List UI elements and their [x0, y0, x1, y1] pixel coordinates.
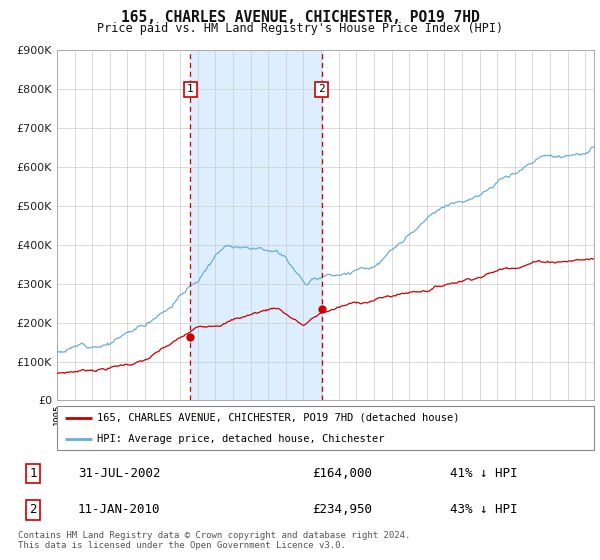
Text: 31-JUL-2002: 31-JUL-2002: [78, 467, 161, 480]
Text: HPI: Average price, detached house, Chichester: HPI: Average price, detached house, Chic…: [97, 434, 385, 444]
Text: 2: 2: [29, 503, 37, 516]
Text: 165, CHARLES AVENUE, CHICHESTER, PO19 7HD (detached house): 165, CHARLES AVENUE, CHICHESTER, PO19 7H…: [97, 413, 460, 423]
Text: 11-JAN-2010: 11-JAN-2010: [78, 503, 161, 516]
Text: Contains HM Land Registry data © Crown copyright and database right 2024.
This d: Contains HM Land Registry data © Crown c…: [18, 531, 410, 550]
Text: 41% ↓ HPI: 41% ↓ HPI: [450, 467, 517, 480]
Text: £234,950: £234,950: [312, 503, 372, 516]
Text: 1: 1: [29, 467, 37, 480]
Text: 1: 1: [187, 85, 194, 94]
Text: 165, CHARLES AVENUE, CHICHESTER, PO19 7HD: 165, CHARLES AVENUE, CHICHESTER, PO19 7H…: [121, 10, 479, 25]
Text: £164,000: £164,000: [312, 467, 372, 480]
Text: 2: 2: [318, 85, 325, 94]
Text: 43% ↓ HPI: 43% ↓ HPI: [450, 503, 517, 516]
Bar: [190, 50, 322, 400]
Text: Price paid vs. HM Land Registry's House Price Index (HPI): Price paid vs. HM Land Registry's House …: [97, 22, 503, 35]
FancyBboxPatch shape: [57, 406, 594, 450]
